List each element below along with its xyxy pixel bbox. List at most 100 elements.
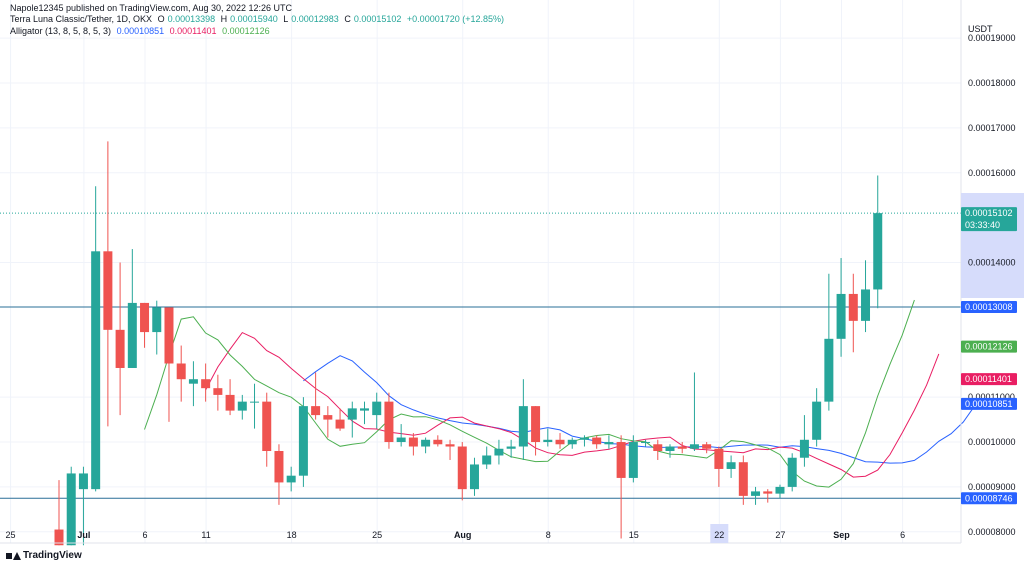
candle-body — [628, 442, 638, 478]
candle[interactable] — [628, 435, 638, 483]
candle[interactable] — [824, 273, 834, 411]
candle[interactable] — [469, 457, 479, 496]
candle[interactable] — [726, 455, 736, 478]
candle[interactable] — [372, 392, 382, 429]
candle[interactable] — [140, 302, 150, 348]
candle-body — [408, 437, 418, 447]
candle[interactable] — [799, 415, 809, 467]
candle[interactable] — [311, 372, 321, 420]
candle[interactable] — [457, 442, 467, 501]
candle-body — [751, 491, 761, 496]
candle[interactable] — [836, 258, 846, 357]
candle[interactable] — [775, 484, 785, 499]
candle[interactable] — [555, 433, 565, 449]
candle[interactable] — [91, 186, 101, 492]
candle[interactable] — [665, 444, 675, 458]
candle[interactable] — [861, 260, 871, 333]
price-axis[interactable]: 0.00019000 0.00018000 0.00017000 0.00016000… — [968, 33, 1016, 537]
candle[interactable] — [360, 401, 369, 425]
candle[interactable] — [641, 439, 651, 447]
jaw-price-label: 0.00010851 — [965, 399, 1013, 409]
candle[interactable] — [567, 437, 577, 449]
candle-body — [152, 307, 162, 333]
candle-body — [140, 302, 150, 333]
candle[interactable] — [433, 435, 443, 447]
candle[interactable] — [531, 406, 541, 456]
time-tick-label: 25 — [372, 530, 382, 540]
time-axis[interactable]: 25 Jul 6 11 18 25 Aug 8 15 22 27 Sep 6 — [6, 524, 906, 543]
price-tick-label: 0.00011000 — [968, 392, 1015, 402]
time-tick-label: Jul — [77, 530, 90, 540]
candle[interactable] — [335, 408, 345, 431]
candle[interactable] — [579, 435, 589, 447]
candle[interactable] — [176, 345, 186, 402]
candle[interactable] — [213, 374, 223, 411]
candle[interactable] — [66, 466, 76, 546]
candle[interactable] — [54, 480, 64, 546]
candle[interactable] — [482, 446, 492, 469]
low-value: 0.00012983 — [291, 14, 339, 24]
time-range-highlight — [710, 524, 729, 543]
candle[interactable] — [751, 486, 761, 505]
candle[interactable] — [604, 435, 614, 449]
candle-body — [714, 448, 724, 469]
candle[interactable] — [298, 397, 308, 487]
candle[interactable] — [323, 406, 333, 438]
lips-price-label: 0.00012126 — [965, 342, 1013, 352]
candle-body — [506, 446, 516, 449]
candle[interactable] — [396, 424, 406, 447]
symbol-legend[interactable]: Terra Luna Classic/Tether, 1D, OKX O 0.00… — [10, 14, 507, 24]
teeth-price-label-bg — [961, 373, 1017, 386]
time-tick-label: 11 — [201, 530, 210, 540]
candle[interactable] — [347, 401, 357, 438]
candle[interactable] — [127, 249, 137, 368]
price-unit: USDT — [968, 24, 993, 34]
candle[interactable] — [494, 439, 504, 465]
candle[interactable] — [812, 388, 822, 447]
price-labels: 0.00015102 03:33:40 0.00013008 0.00012126 0.… — [961, 207, 1017, 505]
candle[interactable] — [518, 379, 528, 460]
candle[interactable] — [677, 442, 687, 454]
candle[interactable] — [274, 444, 284, 505]
horizontal-lines[interactable] — [0, 212, 961, 499]
candle[interactable] — [616, 435, 626, 539]
candle-body — [360, 408, 369, 411]
candle[interactable] — [873, 175, 883, 309]
indicator-legend[interactable]: Alligator (13, 8, 5, 8, 5, 3) 0.00010851… — [10, 26, 273, 36]
candle[interactable] — [201, 363, 211, 402]
price-tick-label: 0.00009000 — [968, 482, 1016, 492]
candle[interactable] — [738, 455, 748, 505]
candle[interactable] — [262, 392, 272, 467]
candle-body — [457, 446, 467, 490]
candle[interactable] — [188, 361, 198, 407]
candle[interactable] — [787, 453, 797, 492]
candle[interactable] — [592, 435, 602, 449]
candle[interactable] — [152, 300, 162, 355]
candle[interactable] — [250, 383, 260, 429]
candle-body — [274, 451, 284, 483]
candle[interactable] — [225, 379, 235, 416]
candle-body — [103, 251, 113, 330]
candle[interactable] — [848, 273, 858, 353]
tradingview-brand[interactable]: TradingView — [6, 550, 82, 561]
candle[interactable] — [78, 466, 88, 546]
candle[interactable] — [653, 439, 663, 460]
candles[interactable] — [54, 141, 883, 546]
candle[interactable] — [286, 466, 296, 492]
candle[interactable] — [237, 394, 247, 420]
candle[interactable] — [543, 428, 553, 447]
candle[interactable] — [506, 439, 516, 458]
candle[interactable] — [714, 446, 724, 487]
candle[interactable] — [445, 439, 455, 460]
candle[interactable] — [164, 307, 174, 422]
candle[interactable] — [384, 392, 394, 449]
candle[interactable] — [689, 372, 699, 452]
candle[interactable] — [115, 262, 125, 416]
candle[interactable] — [702, 442, 712, 454]
candle[interactable] — [408, 433, 418, 456]
candle[interactable] — [103, 141, 113, 427]
candle[interactable] — [763, 489, 773, 503]
candle[interactable] — [421, 437, 431, 454]
